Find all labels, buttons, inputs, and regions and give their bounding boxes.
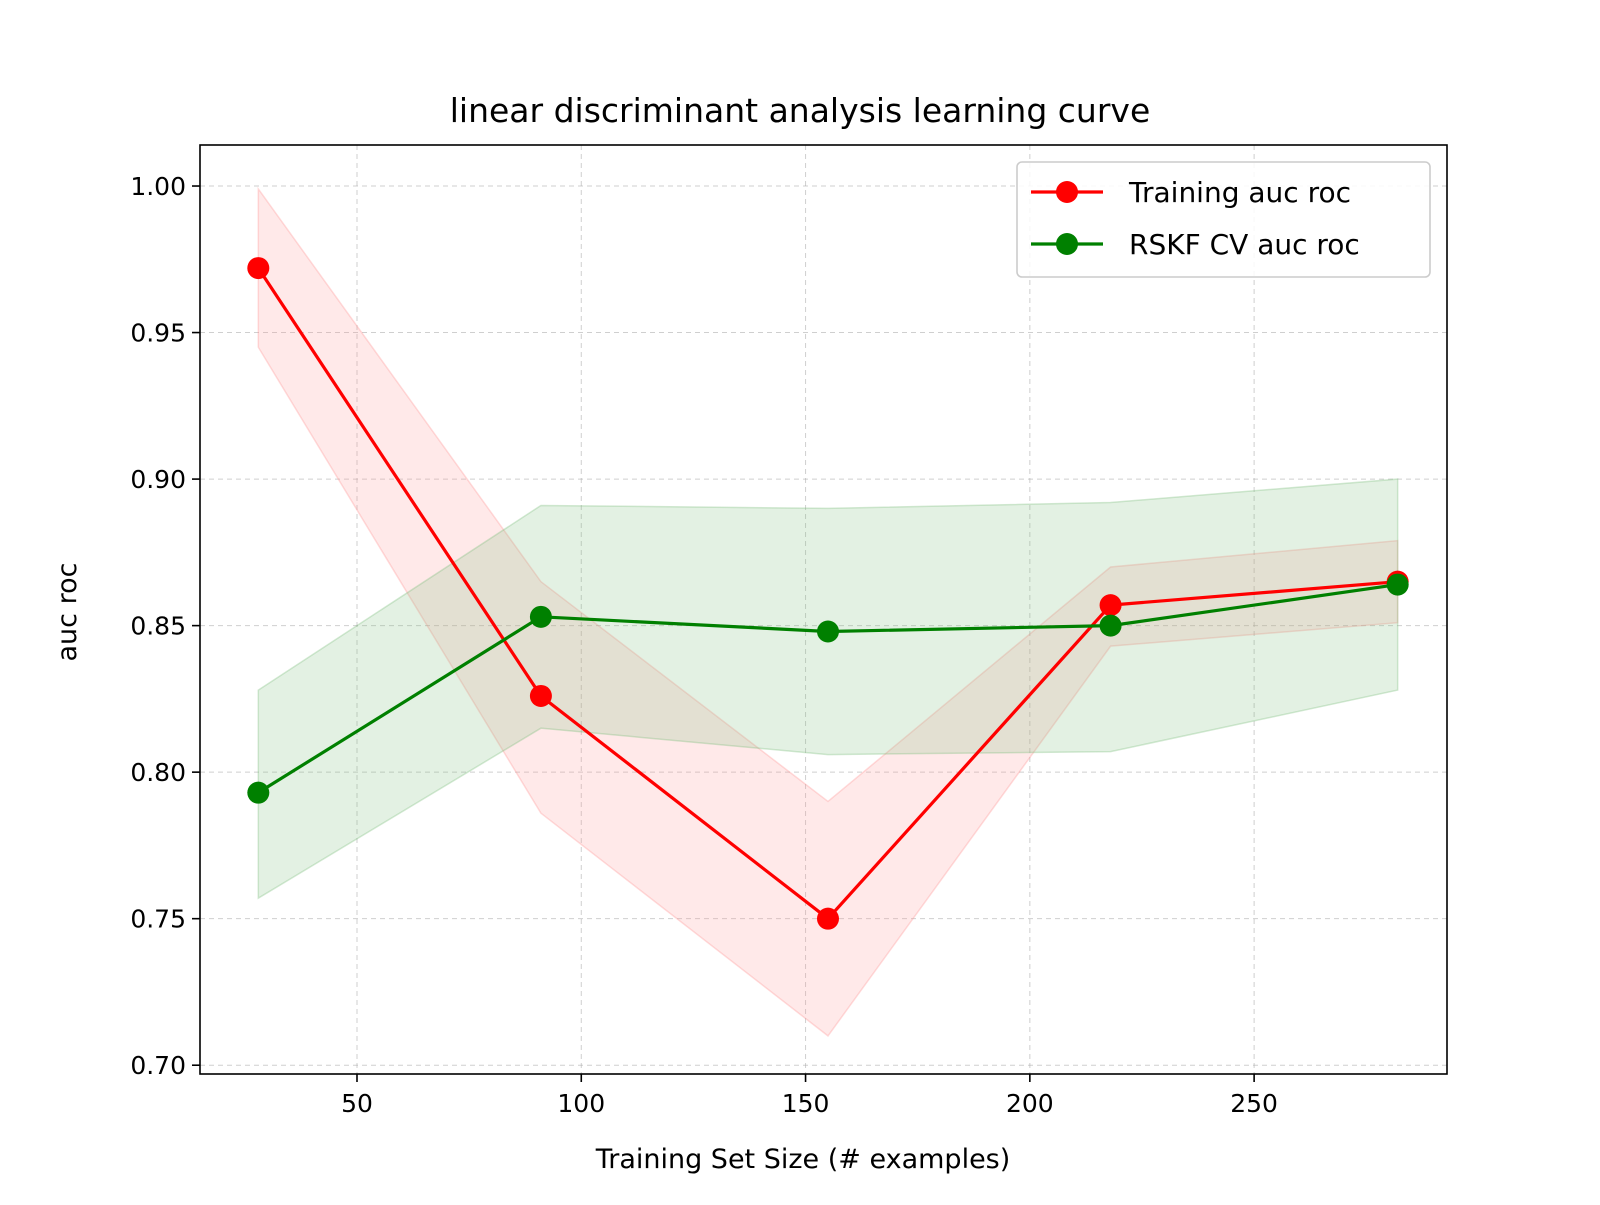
chart-title: linear discriminant analysis learning cu… (450, 91, 1151, 130)
y-tick-label: 0.75 (130, 905, 186, 934)
data-point-0 (1099, 594, 1122, 617)
x-tick-label: 100 (557, 1089, 605, 1118)
data-point-1 (1386, 573, 1409, 596)
legend-box (1016, 161, 1431, 278)
y-axis-label: auc roc (52, 563, 83, 662)
data-point-0 (247, 257, 270, 280)
legend-label: RSKF CV auc roc (1129, 228, 1360, 261)
data-point-1 (816, 620, 839, 643)
legend: Training auc roc RSKF CV auc roc (1016, 161, 1431, 278)
x-axis-ticks: 50 100 150 200 250 (341, 1074, 1278, 1118)
data-point-1 (247, 781, 270, 804)
y-tick-label: 0.95 (130, 319, 186, 348)
x-tick-label: 50 (341, 1089, 373, 1118)
x-tick-label: 250 (1230, 1089, 1278, 1118)
x-tick-label: 150 (782, 1089, 830, 1118)
data-point-1 (529, 605, 552, 628)
data-point-1 (1099, 614, 1122, 637)
data-point-0 (529, 684, 552, 707)
x-axis-label: Training Set Size (# examples) (595, 1144, 1011, 1175)
confidence-band-1 (257, 478, 1399, 900)
series-points (247, 257, 1409, 930)
y-tick-label: 0.85 (130, 612, 186, 641)
y-tick-label: 1.00 (130, 172, 186, 201)
y-tick-label: 0.80 (130, 758, 186, 787)
legend-label: Training auc roc (1128, 176, 1351, 209)
y-tick-label: 0.70 (130, 1051, 186, 1080)
x-tick-label: 200 (1006, 1089, 1054, 1118)
legend-marker (1056, 181, 1078, 203)
y-axis-ticks: 0.70 0.75 0.80 0.85 0.90 0.95 1.00 (130, 172, 200, 1080)
legend-marker (1056, 233, 1078, 255)
plot-area-frame (199, 144, 1448, 1075)
data-point-0 (816, 907, 839, 930)
y-tick-label: 0.90 (130, 465, 186, 494)
